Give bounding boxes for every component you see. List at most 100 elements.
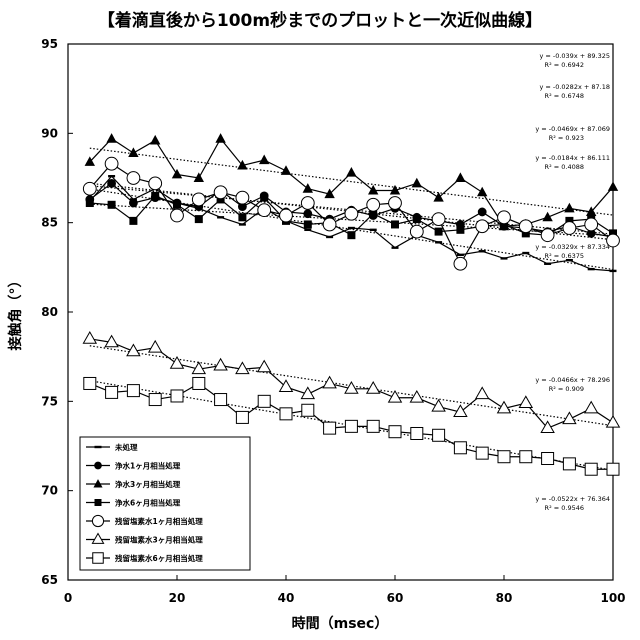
legend-label: 残留塩素水1ヶ月相当処理 [115,516,203,526]
series-line [90,176,613,271]
data-point [501,257,508,259]
data-point [84,377,96,389]
data-point [280,408,292,420]
data-point [259,155,269,165]
data-point [454,257,467,270]
data-point [303,183,313,193]
data-point [389,197,402,210]
data-point [236,411,248,423]
data-point [149,341,162,352]
data-point [280,380,293,391]
data-point [323,218,336,231]
series-line-layer [90,139,613,470]
data-point [326,236,333,238]
trendline-r2: R² = 0.6375 [545,252,584,260]
legend: 未処理浄水1ヶ月相当処理浄水3ヶ月相当処理浄水6ヶ月相当処理残留塩素水1ヶ月相当… [80,437,250,570]
legend-label: 浄水1ヶ月相当処理 [115,461,181,471]
trendline-equation: y = -0.039x + 89.325 [539,52,610,60]
data-point [410,391,423,402]
data-point [93,553,104,564]
equation-layer: y = -0.039x + 89.325R² = 0.6942y = -0.02… [535,52,610,512]
data-point [151,192,159,200]
data-point [108,175,115,177]
x-tick-label: 80 [496,591,513,605]
data-point [544,263,551,265]
data-point [519,396,532,407]
data-point [454,442,466,454]
data-point [413,215,421,223]
data-point [348,227,355,229]
y-axis-title: 接触角（°） [7,274,24,351]
data-point [563,222,576,235]
legend-label: 浄水3ヶ月相当処理 [115,479,181,489]
trendline-equation: y = -0.0282x + 87.18 [539,83,610,91]
x-tick-label: 60 [387,591,404,605]
data-point [149,394,161,406]
data-point [214,186,227,199]
data-point [92,515,103,526]
data-point [128,147,138,157]
trendline-r2: R² = 0.6748 [545,92,584,100]
data-point [239,223,246,225]
data-point [215,133,225,143]
data-point [585,463,597,475]
data-point [260,194,268,202]
data-point [478,208,487,217]
data-point [302,404,314,416]
data-point [476,220,489,233]
data-point [410,225,423,238]
data-point [301,197,314,210]
data-point [83,332,96,343]
data-point [217,216,224,218]
marker-layer [83,133,619,475]
legend-label: 残留塩素水3ヶ月相当処理 [115,535,203,545]
data-point [564,203,574,213]
data-point [280,209,293,222]
data-point [238,213,246,221]
legend-label: 未処理 [115,442,138,452]
data-point [195,215,203,223]
data-point [588,268,595,270]
x-tick-label: 20 [169,591,186,605]
data-point [106,133,116,143]
data-point [368,185,378,195]
data-point [345,207,358,220]
legend-label: 残留塩素水6ヶ月相当処理 [115,553,203,563]
data-point [479,250,486,252]
trendline-equation: y = -0.0522x + 76.364 [535,495,610,503]
data-point [86,199,94,207]
x-tick-label: 100 [600,591,625,605]
data-point [391,220,399,228]
data-point [522,252,529,254]
data-point [171,390,183,402]
data-point [258,361,271,372]
data-point [610,270,617,272]
data-point [346,167,356,177]
data-point [215,394,227,406]
data-point [411,427,423,439]
data-point [83,182,96,195]
data-point [324,422,336,434]
data-point [608,181,618,191]
trendline-equation: y = -0.0469x + 87.069 [535,125,610,133]
data-point [563,458,575,470]
data-point [498,211,511,224]
trendline-r2: R² = 0.4088 [545,163,584,171]
data-point [149,177,162,190]
data-point [432,213,445,226]
data-point [607,463,619,475]
trendline-r2: R² = 0.9546 [545,504,584,512]
data-point [433,192,443,202]
trendline-r2: R² = 0.909 [549,385,584,393]
data-point [94,462,102,470]
data-point [456,226,464,234]
x-tick-label: 40 [278,591,295,605]
y-tick-label: 80 [41,305,58,319]
y-tick-label: 65 [41,573,58,587]
data-point [171,357,184,368]
data-point [455,172,465,182]
data-point [433,429,445,441]
data-point [585,402,598,413]
data-point [304,229,311,231]
